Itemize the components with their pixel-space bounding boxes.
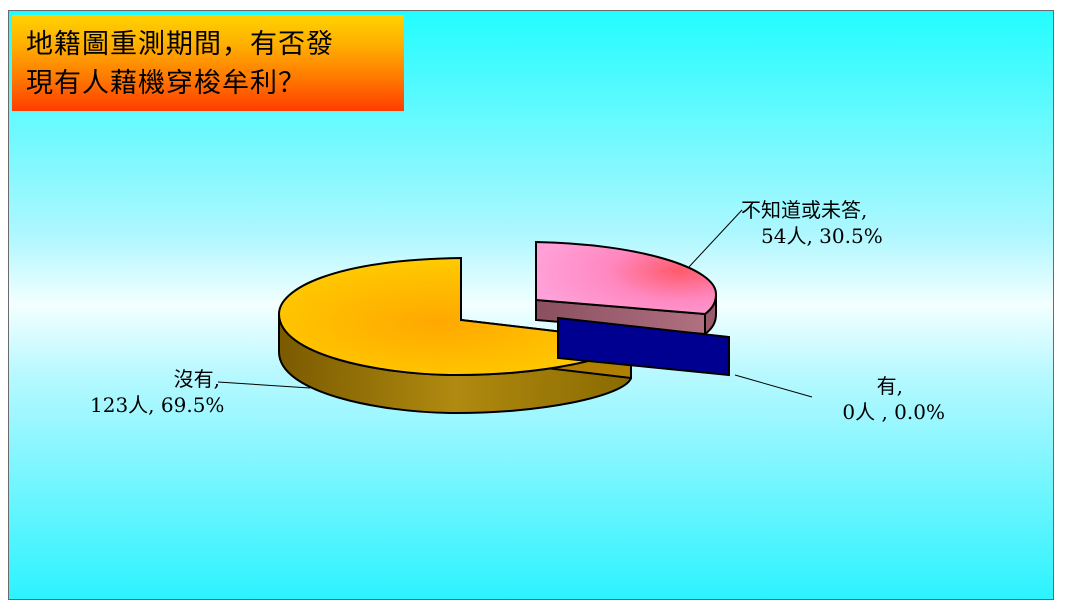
label-no: 沒有, 123人, 69.5% [90, 366, 225, 418]
leader-no [217, 381, 311, 389]
slice-yes [557, 316, 730, 377]
label-no-line1: 沒有, [173, 367, 220, 391]
slice-no [277, 256, 633, 415]
label-no-line2: 123人, 69.5% [90, 393, 225, 417]
title-line-1: 地籍圖重測期間，有否發 [26, 29, 334, 60]
label-unknown-line2: 54人, 30.5% [761, 224, 883, 248]
label-unknown-line1: 不知道或未答, [741, 198, 868, 222]
slice-unknown [535, 240, 718, 337]
label-yes-line2: 0人 , 0.0% [842, 400, 945, 424]
slice-unknown-top [535, 240, 718, 316]
title-box: 地籍圖重測期間，有否發 現有人藉機穿梭牟利？ [12, 15, 404, 111]
label-unknown: 不知道或未答, 54人, 30.5% [741, 197, 883, 249]
slice-no-top [277, 256, 633, 377]
leader-yes [734, 374, 813, 398]
label-yes: 有, 0人 , 0.0% [805, 373, 945, 425]
label-yes-line1: 有, [876, 374, 903, 398]
leader-unknown [687, 209, 743, 269]
slice-yes-shape [557, 316, 730, 377]
title-line-2: 現有人藉機穿梭牟利？ [26, 68, 306, 99]
